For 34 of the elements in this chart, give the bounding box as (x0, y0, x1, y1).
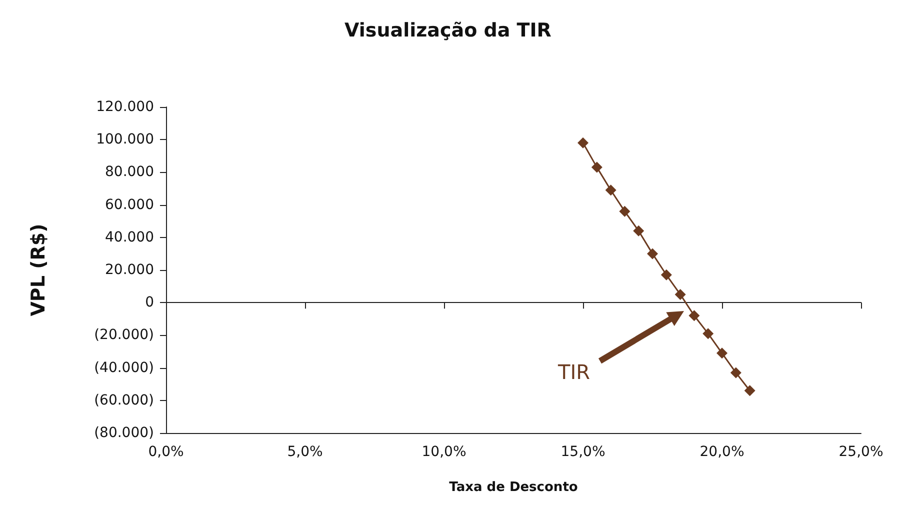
point (605, 184, 616, 196)
y-tick-label: 0 (145, 294, 154, 311)
point (647, 248, 658, 260)
y-tick-label: 100.000 (96, 132, 154, 148)
point (716, 348, 728, 359)
y-tick-label: (60.000) (94, 392, 154, 408)
y-tick-label: (20.000) (94, 327, 154, 344)
y-tick-label: 60.000 (105, 196, 154, 213)
x-tick-label: 15,0% (560, 444, 606, 460)
y-tick-label: 80.000 (105, 164, 154, 180)
point (702, 328, 714, 340)
x-axis-title: Taxa de Desconto (449, 480, 578, 495)
x-tick-label: 25,0% (838, 444, 884, 460)
annotation: TIR (557, 360, 590, 384)
point (744, 385, 756, 396)
point (730, 367, 742, 378)
point (591, 162, 602, 173)
chart-title: Visualização da TIR (344, 20, 552, 42)
x-tick-label: 10,0% (422, 444, 466, 460)
point (660, 269, 672, 280)
x-tick-label: 20,0% (700, 444, 744, 460)
y-tick-label: (40.000) (94, 360, 154, 376)
point (674, 288, 686, 300)
point (578, 137, 588, 148)
point (619, 206, 630, 217)
x-tick-label: 0,0% (148, 444, 184, 460)
x-tick-label: 5,0% (287, 444, 323, 460)
y-tick-label: 40.000 (105, 229, 154, 246)
point (633, 225, 644, 236)
y-tick-label: (80.000) (94, 425, 154, 441)
y-tick-label: 20.000 (105, 262, 154, 278)
y-tick-label: 120.000 (96, 99, 154, 115)
point (688, 310, 700, 322)
y-axis-title: VPL (R$) (28, 224, 50, 316)
